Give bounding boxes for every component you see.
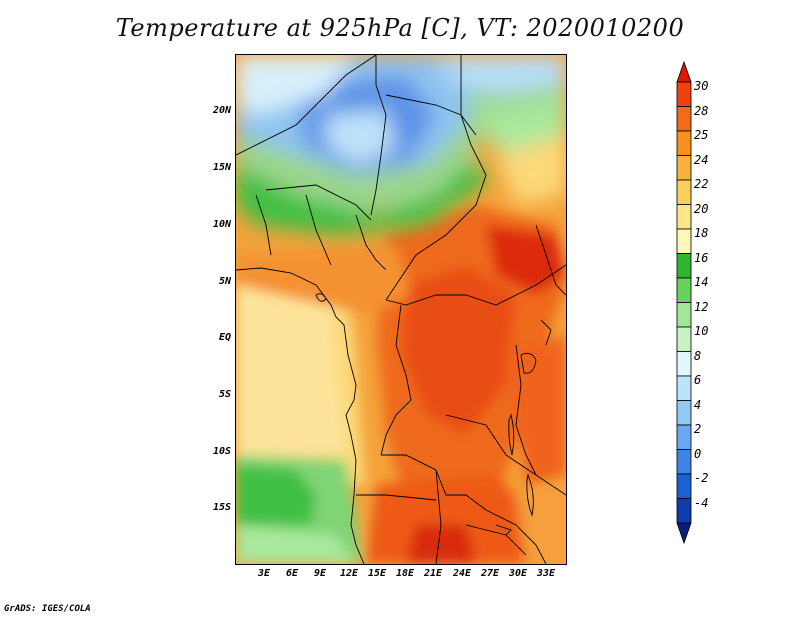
lon-label: 3E (257, 568, 271, 579)
lat-label: 20N (212, 105, 231, 116)
colorbar-segment (676, 351, 692, 377)
lon-label: 15E (367, 568, 387, 579)
colorbar-segment (676, 204, 692, 230)
colorbar-segment (676, 375, 692, 401)
colorbar-label: 25 (694, 128, 709, 142)
lat-label: 10N (212, 219, 231, 230)
colorbar-segment (676, 179, 692, 205)
colorbar-segment (676, 473, 692, 499)
colorbar-label: 18 (694, 226, 709, 240)
colorbar-label: 2 (694, 422, 702, 436)
colorbar-label: 14 (694, 275, 709, 289)
colorbar-segment (676, 449, 692, 475)
colorbar-label: 16 (694, 251, 709, 265)
colorbar-segment (676, 253, 692, 279)
lat-label: 5S (218, 389, 231, 400)
colorbar-label: 22 (694, 177, 709, 191)
lon-label: 33E (536, 568, 556, 579)
colorbar-label: 24 (694, 153, 709, 167)
colorbar (676, 60, 692, 545)
lat-label: EQ (218, 332, 231, 343)
colorbar-label: 28 (694, 104, 709, 118)
chart-title: Temperature at 925hPa [C], VT: 202001020… (115, 14, 685, 42)
lon-label: 21E (423, 568, 443, 579)
colorbar-label: -2 (694, 471, 709, 485)
colorbar-label: 12 (694, 300, 709, 314)
lon-label: 18E (395, 568, 415, 579)
map-canvas (236, 55, 566, 564)
colorbar-segment (676, 155, 692, 181)
lat-label: 5N (218, 276, 231, 287)
colorbar-segment (676, 228, 692, 254)
colorbar-label: -4 (694, 496, 709, 510)
colorbar-segment (676, 424, 692, 450)
temperature-map (235, 54, 567, 565)
triangle-up-icon (676, 60, 692, 83)
colorbar-label: 30 (694, 79, 709, 93)
colorbar-label: 4 (694, 398, 702, 412)
lat-label: 10S (212, 446, 231, 457)
colorbar-segment (676, 106, 692, 132)
lon-label: 30E (508, 568, 528, 579)
colorbar-label: 6 (694, 373, 702, 387)
colorbar-segment (676, 498, 692, 524)
colorbar-label: 10 (694, 324, 709, 338)
lon-label: 12E (339, 568, 359, 579)
colorbar-label: 0 (694, 447, 702, 461)
lon-label: 9E (313, 568, 327, 579)
colorbar-segment (676, 302, 692, 328)
lon-label: 24E (452, 568, 472, 579)
lat-label: 15S (212, 502, 231, 513)
colorbar-label: 8 (694, 349, 702, 363)
colorbar-segment (676, 277, 692, 303)
colorbar-segment (676, 400, 692, 426)
lon-label: 27E (480, 568, 500, 579)
grads-credit: GrADS: IGES/COLA (4, 604, 91, 614)
colorbar-segment (676, 326, 692, 352)
colorbar-label: 20 (694, 202, 709, 216)
lon-label: 6E (285, 568, 299, 579)
lat-label: 15N (212, 162, 231, 173)
colorbar-segment (676, 130, 692, 156)
triangle-down-icon (676, 522, 692, 545)
colorbar-segment (676, 81, 692, 107)
